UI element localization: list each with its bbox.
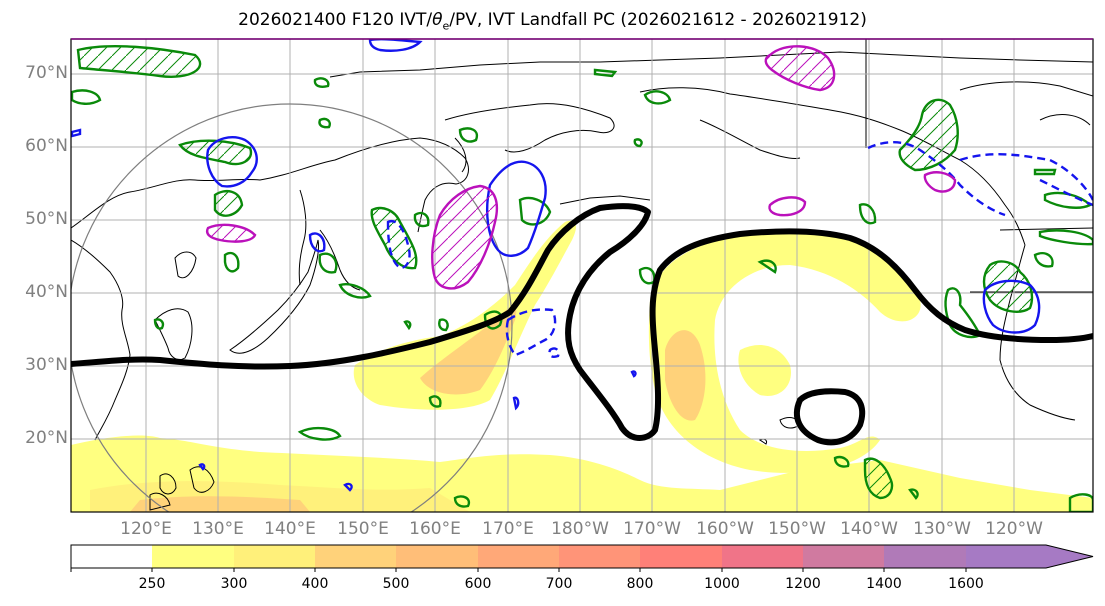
lat-label-70n: 70°N bbox=[25, 63, 68, 83]
lat-label-60n: 60°N bbox=[25, 136, 68, 156]
colorbar-segment bbox=[640, 545, 722, 568]
colorbar-segments bbox=[71, 545, 1093, 568]
colorbar-segment bbox=[71, 545, 152, 568]
colorbar-label-700: 700 bbox=[545, 576, 573, 592]
lon-label-130w: 130°W bbox=[913, 519, 971, 539]
theta-e-contours bbox=[206, 45, 957, 290]
map-panel bbox=[70, 38, 1094, 513]
lon-label-150e: 150°E bbox=[337, 519, 389, 539]
colorbar-segment bbox=[315, 545, 396, 568]
lon-label-160e: 160°E bbox=[409, 519, 461, 539]
lon-label-170e: 170°E bbox=[482, 519, 534, 539]
colorbar-extend-arrow bbox=[1046, 545, 1093, 568]
pv-blue-contours bbox=[71, 39, 1093, 492]
lon-label-120w: 120°W bbox=[985, 519, 1043, 539]
colorbar-label-1200: 1200 bbox=[785, 576, 821, 592]
range-circle bbox=[71, 103, 513, 512]
colorbar-segment bbox=[803, 545, 884, 568]
lon-label-170w: 170°W bbox=[623, 519, 681, 539]
colorbar-label-600: 600 bbox=[464, 576, 492, 592]
colorbar-segment bbox=[966, 545, 1046, 568]
lon-label-120e: 120°E bbox=[120, 519, 172, 539]
lat-label-20n: 20°N bbox=[25, 428, 68, 448]
colorbar-segment bbox=[234, 545, 315, 568]
lat-label-50n: 50°N bbox=[25, 209, 68, 229]
colorbar-segment bbox=[722, 545, 803, 568]
colorbar-label-1000: 1000 bbox=[704, 576, 740, 592]
chart-title: 2026021400 F120 IVT/θe/PV, IVT Landfall … bbox=[238, 10, 867, 33]
colorbar-segment bbox=[396, 545, 478, 568]
colorbar-ticks bbox=[70, 568, 967, 572]
colorbar-label-500: 500 bbox=[382, 576, 410, 592]
colorbar-label-1400: 1400 bbox=[866, 576, 902, 592]
lat-label-30n: 30°N bbox=[25, 355, 68, 375]
lon-label-140e: 140°E bbox=[264, 519, 316, 539]
colorbar-label-300: 300 bbox=[220, 576, 248, 592]
colorbar-label-400: 400 bbox=[301, 576, 329, 592]
lat-label-40n: 40°N bbox=[25, 282, 68, 302]
lon-label-130e: 130°E bbox=[192, 519, 244, 539]
colorbar-label-1600: 1600 bbox=[948, 576, 984, 592]
lon-label-180w: 180°W bbox=[551, 519, 609, 539]
colorbar-segment bbox=[152, 545, 234, 568]
pv-green-contours bbox=[71, 45, 1093, 512]
colorbar-segment bbox=[884, 545, 966, 568]
colorbar bbox=[70, 544, 1094, 572]
lon-label-150w: 150°W bbox=[768, 519, 826, 539]
landfall-contour bbox=[71, 203, 1093, 446]
colorbar-label-800: 800 bbox=[626, 576, 654, 592]
colorbar-segment bbox=[478, 545, 559, 568]
lon-label-160w: 160°W bbox=[696, 519, 754, 539]
lon-label-140w: 140°W bbox=[840, 519, 898, 539]
colorbar-label-250: 250 bbox=[138, 576, 166, 592]
colorbar-segment bbox=[559, 545, 640, 568]
colorbar-outline bbox=[70, 544, 1094, 569]
